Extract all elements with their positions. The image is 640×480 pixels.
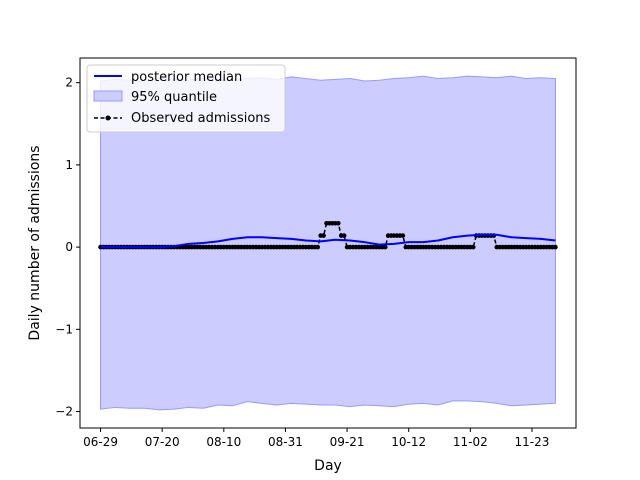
x-tick-label: 10-12 [391,435,426,449]
x-axis-title: Day [314,458,342,474]
observed-point [341,233,347,238]
x-tick-label: 08-31 [268,435,303,449]
observed-point [382,244,388,250]
x-tick-label: 06-29 [83,435,118,449]
legend-median-label: posterior median [131,70,242,85]
y-tick-label: 2 [65,76,73,90]
y-tick-label: 1 [65,158,73,172]
observed-point [321,233,326,238]
observed-point [470,244,476,250]
x-tick-label: 09-21 [330,435,365,449]
posterior-median-layer [100,233,556,249]
y-tick-label: 0 [65,240,73,254]
legend-observed-marker [105,115,111,121]
x-tick-label: 08-10 [206,435,241,449]
observed-point [315,244,321,250]
observed-point [553,244,558,250]
observed-point [335,220,341,226]
legend-observed-label: Observed admissions [131,111,271,126]
legend-band-swatch [93,90,123,102]
x-tick-label: 07-20 [145,435,180,449]
legend-band-label: 95% quantile [131,90,217,105]
y-axis-ticks: −2 −1 0 1 2 [55,76,80,419]
legend-box [86,64,286,133]
y-tick-label: −2 [55,405,73,419]
x-axis-ticks: 06-29 07-20 08-10 08-31 09-21 10-12 11-02 11-23 [83,428,549,449]
posterior-median-line [100,233,556,249]
y-axis-title: Daily number of admissions [27,145,43,340]
legend: posterior median 95% quantile Observed a… [86,64,286,133]
plot-frame [79,57,577,429]
x-tick-label: 11-02 [453,435,488,449]
x-tick-label: 11-23 [515,435,550,449]
observed-point [400,233,406,238]
y-tick-label: −1 [55,322,73,336]
